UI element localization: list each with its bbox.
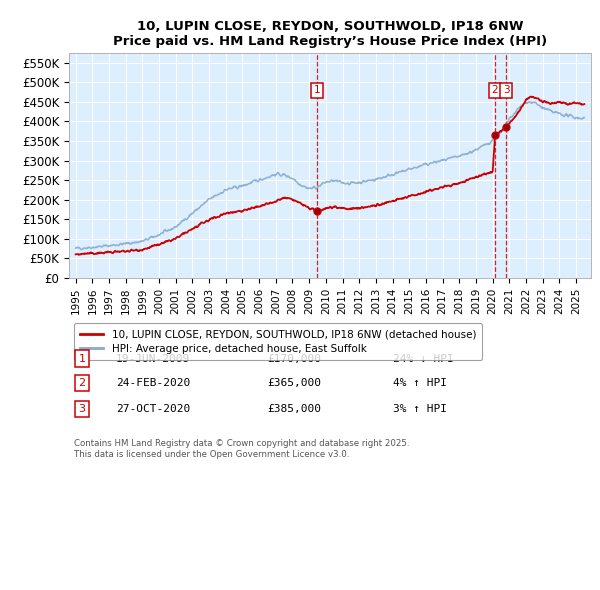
Text: 2: 2 bbox=[79, 378, 86, 388]
Text: 3: 3 bbox=[79, 404, 86, 414]
Text: 3: 3 bbox=[503, 85, 509, 95]
Text: 2: 2 bbox=[492, 85, 499, 95]
Text: 1: 1 bbox=[314, 85, 320, 95]
Text: 24-FEB-2020: 24-FEB-2020 bbox=[116, 378, 190, 388]
Text: £170,000: £170,000 bbox=[268, 353, 322, 363]
Title: 10, LUPIN CLOSE, REYDON, SOUTHWOLD, IP18 6NW
Price paid vs. HM Land Registry’s H: 10, LUPIN CLOSE, REYDON, SOUTHWOLD, IP18… bbox=[113, 20, 547, 48]
Text: Contains HM Land Registry data © Crown copyright and database right 2025.
This d: Contains HM Land Registry data © Crown c… bbox=[74, 440, 410, 459]
Text: 4% ↑ HPI: 4% ↑ HPI bbox=[392, 378, 446, 388]
Text: 1: 1 bbox=[79, 353, 86, 363]
Legend: 10, LUPIN CLOSE, REYDON, SOUTHWOLD, IP18 6NW (detached house), HPI: Average pric: 10, LUPIN CLOSE, REYDON, SOUTHWOLD, IP18… bbox=[74, 323, 482, 360]
Text: 27-OCT-2020: 27-OCT-2020 bbox=[116, 404, 190, 414]
Text: £385,000: £385,000 bbox=[268, 404, 322, 414]
Text: 19-JUN-2009: 19-JUN-2009 bbox=[116, 353, 190, 363]
Text: £365,000: £365,000 bbox=[268, 378, 322, 388]
Text: 24% ↓ HPI: 24% ↓ HPI bbox=[392, 353, 454, 363]
Text: 3% ↑ HPI: 3% ↑ HPI bbox=[392, 404, 446, 414]
